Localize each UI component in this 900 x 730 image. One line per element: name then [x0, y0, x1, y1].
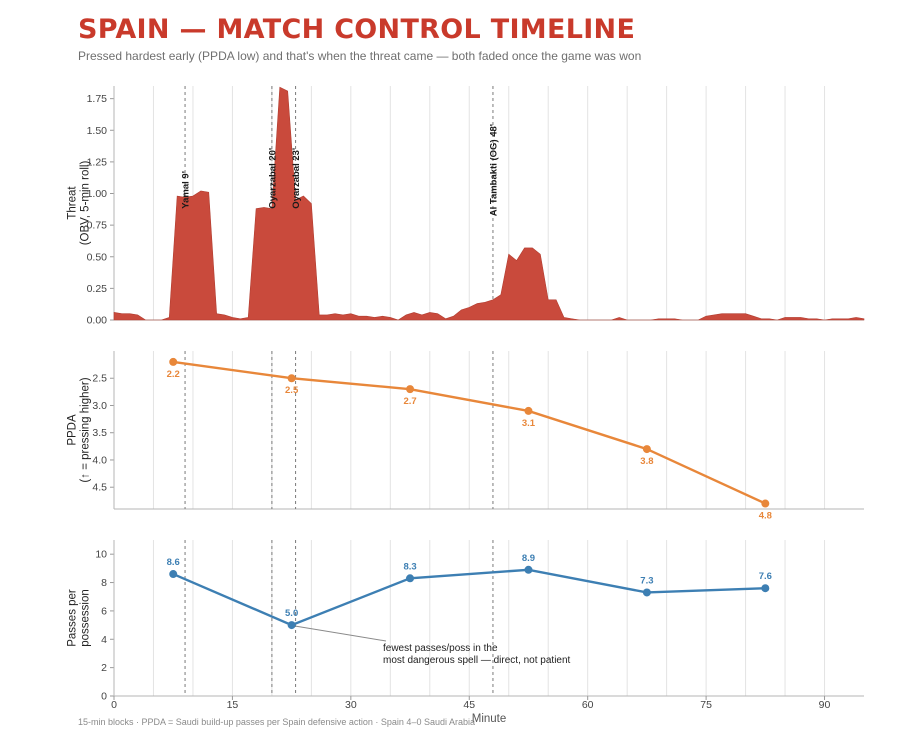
- passes-data-label: 8.9: [522, 553, 535, 564]
- passes-data-label: 8.6: [167, 557, 180, 568]
- x-axis-label: Minute: [472, 713, 507, 725]
- y-tick-label: 1.75: [87, 93, 108, 105]
- y-tick-label: 8: [101, 577, 107, 589]
- annotation-text: fewest passes/poss in the: [383, 643, 498, 654]
- ppda-data-label: 2.7: [403, 396, 416, 407]
- passes-data-label: 7.3: [640, 575, 653, 586]
- y-tick-label: 3.0: [92, 400, 107, 412]
- ppda-point: [406, 385, 415, 394]
- ppda-data-label: 4.8: [759, 511, 772, 522]
- y-tick-label: 2: [101, 662, 107, 674]
- y-tick-label: 4.0: [92, 454, 107, 466]
- y-tick-label: 1.50: [87, 125, 108, 137]
- y-axis-label: PPDA(↑ = pressing higher): [67, 377, 92, 482]
- x-tick-label: 60: [582, 699, 594, 711]
- y-axis-label-line: Threat: [67, 186, 79, 220]
- ppda-data-label: 2.2: [167, 369, 180, 380]
- y-axis-label: Passes perpossession: [67, 589, 92, 647]
- ppda-point: [761, 499, 770, 508]
- y-tick-label: 6: [101, 605, 107, 617]
- x-tick-label: 30: [345, 699, 357, 711]
- x-tick-label: 90: [819, 699, 831, 711]
- ppda-point: [524, 406, 533, 415]
- y-tick-label: 1.00: [87, 188, 108, 200]
- ppda-point: [642, 445, 651, 454]
- ppda-line: [173, 360, 766, 505]
- passes-line: [172, 568, 766, 627]
- threat-area: [113, 86, 865, 321]
- passes-point: [524, 565, 533, 574]
- chart-title: SPAIN — MATCH CONTROL TIMELINE: [78, 14, 636, 45]
- x-tick-label: 0: [111, 699, 117, 711]
- y-axis-label-line: PPDA: [67, 414, 79, 446]
- y-tick-label: 0.75: [87, 220, 108, 232]
- ppda-point: [169, 357, 178, 366]
- goal-marker-label: Oyarzabal 23': [291, 148, 302, 209]
- chart-subtitle: Pressed hardest early (PPDA low) and tha…: [78, 49, 642, 63]
- chart-footer: 15-min blocks · PPDA = Saudi build-up pa…: [78, 717, 475, 727]
- panel-3: 0 2 4 6 8 10 Passes perpossession 8.6 5.0 8.3 8.9 7…: [67, 540, 864, 725]
- annotation-text: most dangerous spell — direct, not patie…: [383, 655, 571, 666]
- passes-point: [169, 570, 178, 579]
- y-tick-label: 3.5: [92, 427, 107, 439]
- y-tick-label: 4: [101, 634, 107, 646]
- passes-point: [642, 588, 651, 597]
- passes-data-label: 8.3: [403, 561, 416, 572]
- ppda-point: [287, 374, 296, 383]
- passes-data-label: 7.6: [759, 571, 772, 582]
- y-tick-label: 4.5: [92, 482, 107, 494]
- y-tick-label: 0.00: [87, 315, 108, 327]
- ppda-data-label: 3.8: [640, 456, 653, 467]
- goal-marker-label: Oyarzabal 20': [267, 148, 278, 209]
- y-axis-label: Threat(OBV, 5-min roll): [67, 161, 92, 246]
- y-tick-label: 0.50: [87, 251, 108, 263]
- passes-data-label: 5.0: [285, 608, 298, 619]
- y-axis-label-line: (OBV, 5-min roll): [80, 161, 92, 246]
- goal-marker-label: Yamal 9': [181, 171, 192, 209]
- y-axis-label-line: Passes per: [67, 589, 79, 647]
- ppda-data-label: 3.1: [522, 418, 536, 429]
- y-tick-label: 0.25: [87, 283, 108, 295]
- goal-marker-label: Al Tambakti (OG) 48': [488, 124, 499, 216]
- y-tick-label: 1.25: [87, 156, 108, 168]
- y-axis-label-line: possession: [80, 589, 92, 647]
- panel-1: 0.00 0.25 0.50 0.75 1.00 1.25 1.50 1.75 Threat(O…: [67, 86, 865, 327]
- passes-point: [406, 574, 415, 583]
- y-tick-label: 0: [101, 691, 107, 703]
- x-tick-label: 45: [463, 699, 475, 711]
- y-axis-label-line: (↑ = pressing higher): [80, 377, 92, 482]
- x-tick-label: 15: [227, 699, 239, 711]
- y-tick-label: 10: [95, 549, 107, 561]
- ppda-data-label: 2.5: [285, 385, 299, 396]
- passes-point: [287, 621, 296, 630]
- y-tick-label: 2.5: [92, 373, 107, 385]
- annotation-arrow: [295, 625, 387, 642]
- passes-point: [761, 584, 770, 593]
- x-tick-label: 75: [700, 699, 712, 711]
